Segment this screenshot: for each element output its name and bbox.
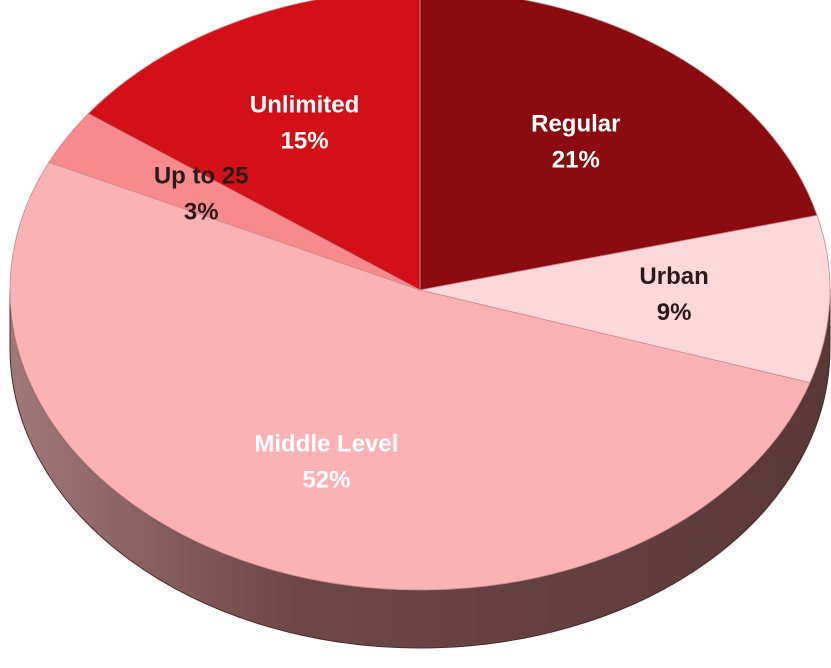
slice-label: Urban	[639, 263, 708, 290]
slice-value-label: 21%	[552, 146, 600, 173]
pie-slice	[87, 0, 421, 291]
slice-label: Middle Level	[254, 430, 398, 457]
slice-label: Up to 25	[154, 163, 249, 190]
slice-value-label: 15%	[281, 128, 329, 155]
slice-value-label: 9%	[657, 299, 692, 326]
pie-slice	[419, 0, 818, 291]
pie-slice	[419, 214, 831, 384]
pie-slice	[9, 161, 811, 591]
slice-label: Regular	[531, 110, 620, 137]
slice-value-label: 3%	[184, 199, 219, 226]
slice-value-label: 52%	[302, 466, 350, 493]
slice-label: Unlimited	[250, 92, 359, 119]
